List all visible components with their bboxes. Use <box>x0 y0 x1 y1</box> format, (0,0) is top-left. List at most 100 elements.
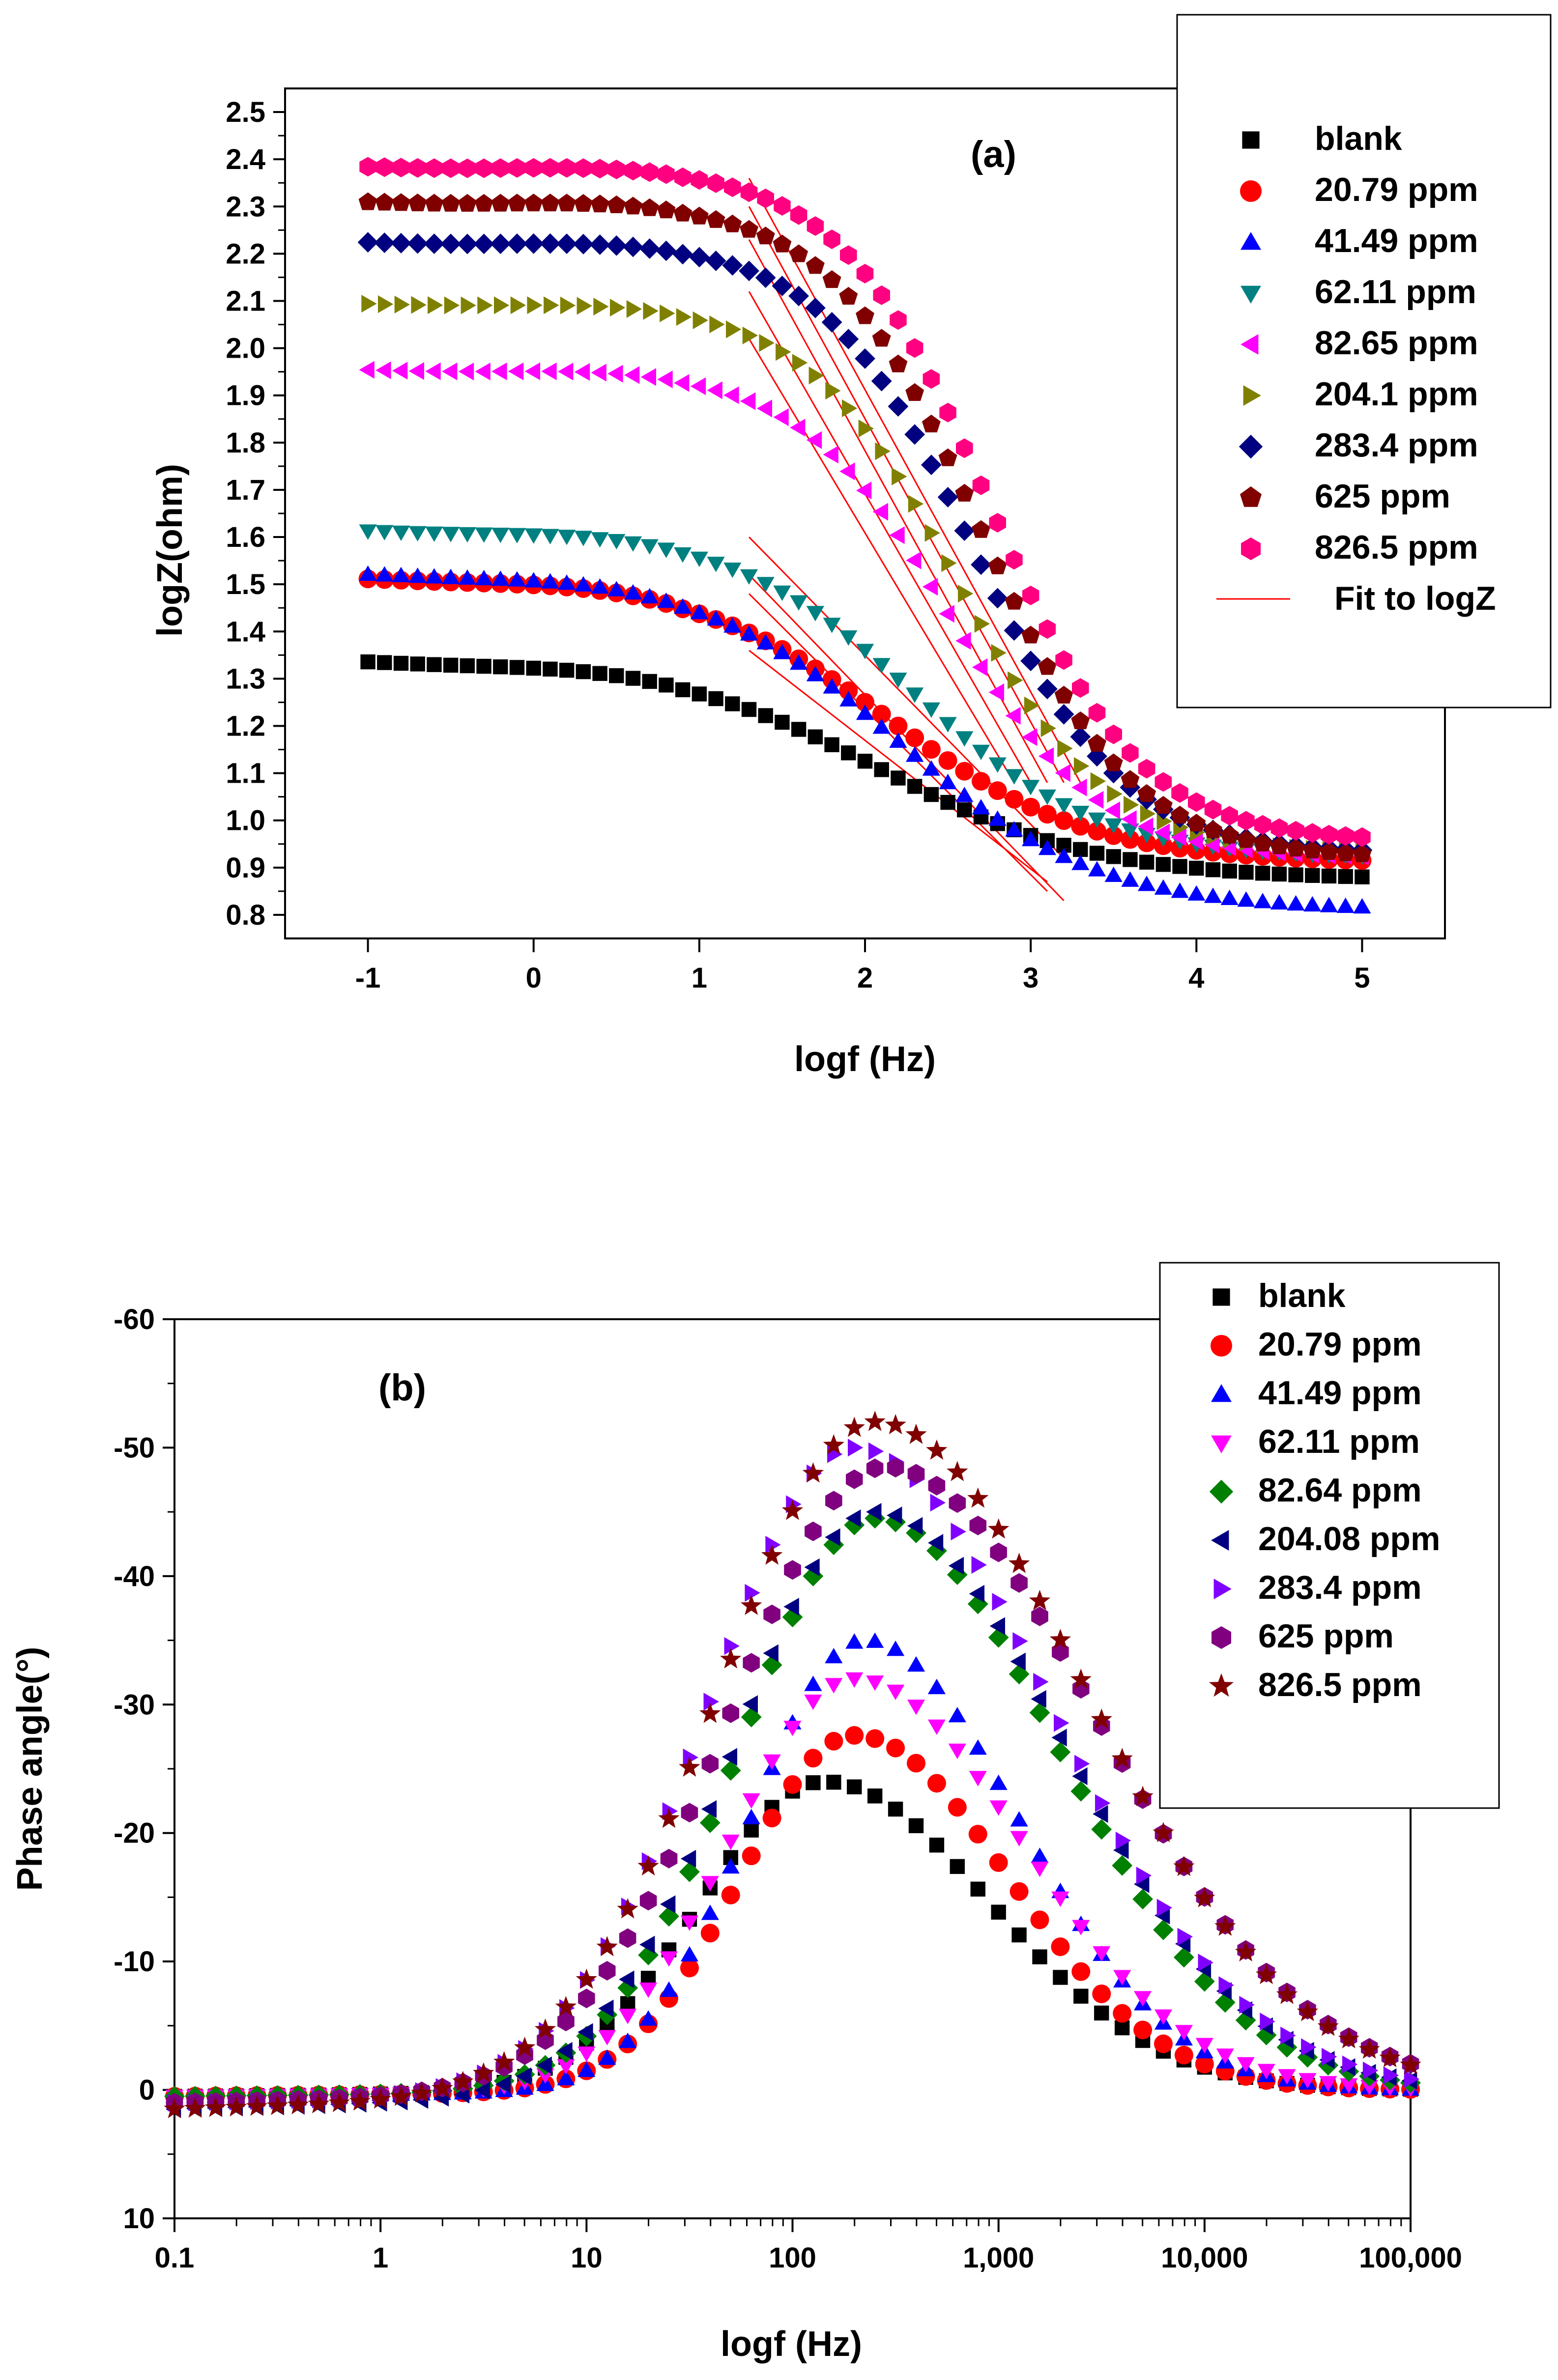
data-point <box>1237 2057 1255 2073</box>
data-point <box>442 158 460 178</box>
data-point <box>806 1775 821 1790</box>
data-point <box>1005 769 1023 785</box>
data-point <box>972 520 990 538</box>
data-point <box>1336 843 1355 861</box>
data-point <box>954 520 975 541</box>
data-point <box>701 1800 717 1818</box>
y-tick-label-a: 1.5 <box>226 568 265 600</box>
data-point <box>788 285 809 307</box>
data-point <box>541 194 560 212</box>
data-point <box>866 1503 882 1521</box>
data-point <box>941 554 957 572</box>
legend-box-a <box>1176 14 1552 708</box>
data-point <box>495 2075 511 2094</box>
data-point <box>409 158 426 178</box>
data-point <box>1132 1785 1154 1806</box>
chart-a: -1 0 1 2 3 4 5 0.8 0.9 1.0 1.1 1.2 1.3 1.4 1.5 1.6 1.7 1… <box>150 14 1552 1079</box>
data-point <box>700 1924 720 1943</box>
data-point <box>442 527 460 542</box>
data-point <box>823 678 841 694</box>
data-point <box>756 227 775 245</box>
data-point <box>955 762 974 781</box>
data-point <box>955 483 974 502</box>
data-point <box>1379 2047 1401 2068</box>
y-tick-label-a: 1.0 <box>226 805 265 837</box>
data-point <box>425 526 443 542</box>
data-point <box>1071 711 1090 730</box>
data-point <box>938 751 957 770</box>
data-point <box>459 158 476 178</box>
data-point <box>761 1654 782 1675</box>
legend-marker <box>1211 1384 1232 1402</box>
data-point <box>885 1414 906 1435</box>
data-point <box>928 1475 946 1496</box>
legend-marker <box>1211 1435 1232 1453</box>
data-point <box>1121 830 1140 849</box>
data-point <box>1089 846 1105 861</box>
data-point <box>1111 1748 1133 1768</box>
data-point <box>558 530 576 545</box>
data-point <box>1070 1781 1092 1802</box>
data-point <box>660 1895 676 1913</box>
data-point <box>1154 879 1172 895</box>
data-point <box>619 1970 635 1988</box>
data-point <box>1088 703 1106 723</box>
data-point <box>1088 734 1106 752</box>
legend-marker <box>1241 334 1259 355</box>
x-tick-label-b: 1,000 <box>963 2242 1034 2274</box>
data-point <box>825 1491 842 1511</box>
data-point <box>394 295 410 313</box>
legend-marker <box>1241 232 1261 250</box>
data-point <box>723 386 739 404</box>
data-point <box>990 1542 1007 1562</box>
data-point <box>1038 747 1054 765</box>
legend-label: 625 ppm <box>1315 478 1450 515</box>
data-point <box>1136 1867 1152 1885</box>
data-point <box>657 370 673 389</box>
data-point <box>680 1915 698 1931</box>
data-point <box>558 363 574 381</box>
legend-marker <box>1242 131 1260 149</box>
data-point <box>1087 746 1107 767</box>
data-point <box>762 1809 781 1828</box>
data-point <box>574 531 592 546</box>
data-point <box>1153 1919 1174 1940</box>
data-point <box>407 233 428 254</box>
data-point <box>510 296 526 314</box>
data-point <box>703 1693 719 1711</box>
data-point <box>873 285 890 305</box>
data-point <box>377 655 392 670</box>
data-point <box>839 630 858 646</box>
data-point <box>573 233 594 255</box>
data-point <box>640 539 659 555</box>
y-axis-title-a: logZ(ohm) <box>150 464 190 637</box>
data-point <box>1029 1702 1050 1723</box>
legend-marker <box>1239 434 1263 459</box>
data-point <box>458 194 477 212</box>
data-point <box>823 229 840 249</box>
y-tick-label-a: 1.9 <box>226 380 265 412</box>
data-point <box>432 2077 453 2098</box>
data-point <box>205 2097 227 2117</box>
data-point <box>408 193 427 211</box>
data-point <box>708 691 723 707</box>
data-point <box>1154 2034 1173 2053</box>
data-point <box>1254 815 1271 835</box>
data-point <box>1276 1983 1298 2004</box>
data-point <box>1088 822 1106 841</box>
data-point <box>246 2096 268 2116</box>
data-point <box>493 659 508 675</box>
data-point <box>906 338 923 358</box>
y-tick-label-a: 2.2 <box>226 238 265 270</box>
data-point <box>308 2093 330 2114</box>
data-point <box>808 729 823 744</box>
data-point <box>617 1898 638 1919</box>
data-point <box>359 524 377 540</box>
data-point <box>679 1756 700 1777</box>
data-point <box>359 361 375 379</box>
data-point <box>1188 792 1205 812</box>
data-point <box>598 1999 614 2017</box>
data-point <box>1115 1832 1131 1850</box>
data-point <box>1074 757 1090 775</box>
data-point <box>969 1739 987 1755</box>
